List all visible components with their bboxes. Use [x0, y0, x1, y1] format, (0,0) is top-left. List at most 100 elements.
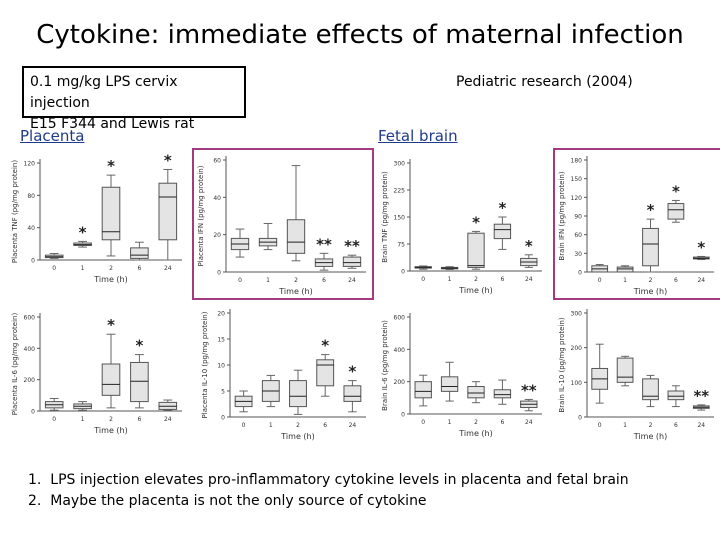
y-tick-label: 0: [31, 258, 35, 265]
x-tick-label: 24: [697, 422, 705, 429]
significance-marker: *: [498, 199, 506, 217]
x-tick-label: 24: [525, 276, 533, 283]
y-axis-label: Brain IL-10 (pg/mg protein): [558, 317, 566, 412]
y-tick-label: 200: [394, 379, 406, 386]
y-tick-label: 600: [24, 315, 36, 322]
takeaway-item: 1. LPS injection elevates pro-inflammato…: [28, 470, 629, 491]
y-tick-label: 80: [27, 193, 35, 200]
y-axis-label: Placenta IL-10 (pg/mg protein): [201, 311, 209, 418]
significance-marker: *: [647, 201, 655, 219]
x-tick-label: 24: [525, 419, 533, 426]
x-tick-label: 0: [421, 276, 425, 283]
section-placenta-label: Placenta: [20, 127, 85, 145]
significance-marker: *: [697, 238, 705, 256]
x-tick-label: 1: [448, 276, 452, 283]
box-iqr: [616, 357, 634, 383]
x-tick-label: 6: [674, 277, 678, 284]
panel-placenta-il6: Placenta IL-6 (pg/mg protein) Time (h) 0 20…: [8, 307, 188, 437]
significance-marker: **: [316, 235, 332, 253]
x-tick-label: 6: [137, 265, 141, 272]
y-tick-label: 20: [213, 232, 221, 239]
y-tick-label: 0: [31, 409, 35, 416]
y-tick-label: 150: [394, 215, 406, 222]
x-axis-label: Time (h): [458, 429, 492, 438]
x-tick-label: 6: [500, 419, 504, 426]
significance-marker: *: [321, 337, 329, 355]
box-iqr: [616, 266, 634, 273]
significance-marker: *: [164, 153, 172, 169]
y-tick-label: 200: [571, 345, 583, 352]
x-tick-label: 6: [322, 277, 326, 284]
x-axis-label: Time (h): [278, 287, 312, 296]
x-axis-label: Time (h): [280, 432, 314, 441]
y-tick-label: 60: [574, 232, 582, 239]
y-tick-label: 400: [24, 346, 36, 353]
box-iqr: [493, 389, 512, 399]
box-iqr: [343, 385, 362, 402]
y-tick-label: 120: [24, 161, 36, 168]
y-tick-label: 75: [397, 242, 405, 249]
y-axis-label: Brain IFN (pg/mg protein): [558, 171, 566, 260]
y-tick-label: 0: [221, 415, 225, 422]
x-tick-label: 1: [623, 277, 627, 284]
y-tick-label: 150: [571, 176, 583, 183]
y-axis-label: Placenta IL-6 (pg/mg protein): [11, 313, 19, 416]
y-tick-label: 225: [394, 188, 406, 195]
y-tick-label: 120: [571, 195, 583, 202]
y-tick-label: 10: [217, 363, 225, 370]
significance-marker: *: [525, 237, 533, 255]
significance-marker: **: [521, 381, 537, 399]
takeaway-item: 2. Maybe the placenta is not the only so…: [28, 491, 629, 512]
chart-placenta-tnf: Placenta TNF (pg/mg protein) Time (h) 0 40 8…: [11, 153, 182, 284]
chart-brain-ifn: Brain IFN (pg/mg protein)Time (h)0306090…: [558, 156, 714, 296]
panel-placenta-il10: Placenta IL-10 (pg/mg protein) Time (h) 0 5…: [198, 303, 372, 443]
x-tick-label: 2: [474, 276, 478, 283]
box-iqr: [101, 363, 121, 396]
y-tick-label: 100: [571, 380, 583, 387]
chart-placenta-ifn: Placenta IFN (pg/mg protein)Time (h)0204…: [197, 156, 366, 296]
citation: Pediatric research (2004): [456, 74, 633, 90]
x-tick-label: 24: [697, 277, 705, 284]
box-iqr: [289, 380, 307, 408]
takeaway-text: LPS injection elevates pro-inflammatory …: [50, 472, 629, 488]
box-iqr: [101, 186, 121, 241]
y-axis-label: Placenta IFN (pg/mg protein): [197, 165, 205, 266]
box-iqr: [642, 378, 659, 401]
significance-marker: **: [693, 387, 709, 405]
takeaway-text: Maybe the placenta is not the only sourc…: [50, 493, 427, 509]
x-tick-label: 0: [421, 419, 425, 426]
x-tick-label: 2: [109, 265, 113, 272]
y-tick-label: 400: [394, 347, 406, 354]
x-tick-label: 2: [109, 416, 113, 423]
box-iqr: [667, 203, 685, 220]
panel-brain-il10: Brain IL-10 (pg/mg protein) Time (h) 0 100 2…: [555, 303, 720, 443]
x-tick-label: 1: [623, 422, 627, 429]
x-tick-label: 0: [598, 277, 602, 284]
method-box: 0.1 mg/kg LPS cervix injection E15 F344 …: [22, 66, 246, 132]
x-tick-label: 1: [81, 265, 85, 272]
box-iqr: [467, 386, 485, 399]
box-iqr: [342, 256, 362, 267]
x-tick-label: 1: [266, 277, 270, 284]
chart-brain-il6: Brain IL-6 (pg/mg protein) Time (h) 0 200 40…: [381, 313, 542, 438]
y-tick-label: 180: [571, 158, 583, 165]
takeaways-list: 1. LPS injection elevates pro-inflammato…: [28, 470, 629, 512]
significance-marker: *: [107, 316, 115, 334]
x-tick-label: 1: [81, 416, 85, 423]
y-axis-label: Placenta TNF (pg/mg protein): [11, 160, 19, 263]
y-axis-label: Brain IL-6 (pg/mg protein): [381, 320, 389, 411]
y-tick-label: 200: [24, 377, 36, 384]
x-tick-label: 24: [164, 265, 172, 272]
x-tick-label: 24: [349, 422, 357, 429]
x-tick-label: 0: [242, 422, 246, 429]
chart-placenta-il10: Placenta IL-10 (pg/mg protein) Time (h) 0 5…: [201, 309, 366, 441]
x-tick-label: 0: [52, 265, 56, 272]
significance-marker: *: [348, 363, 356, 381]
panel-placenta-tnf: Placenta TNF (pg/mg protein) Time (h) 0 40 8…: [8, 153, 188, 286]
x-axis-label: Time (h): [93, 275, 127, 284]
box-iqr: [467, 232, 485, 268]
x-axis-label: Time (h): [633, 432, 667, 441]
y-tick-label: 40: [213, 195, 221, 202]
takeaway-number: 2.: [28, 493, 42, 509]
y-tick-label: 0: [578, 270, 582, 277]
